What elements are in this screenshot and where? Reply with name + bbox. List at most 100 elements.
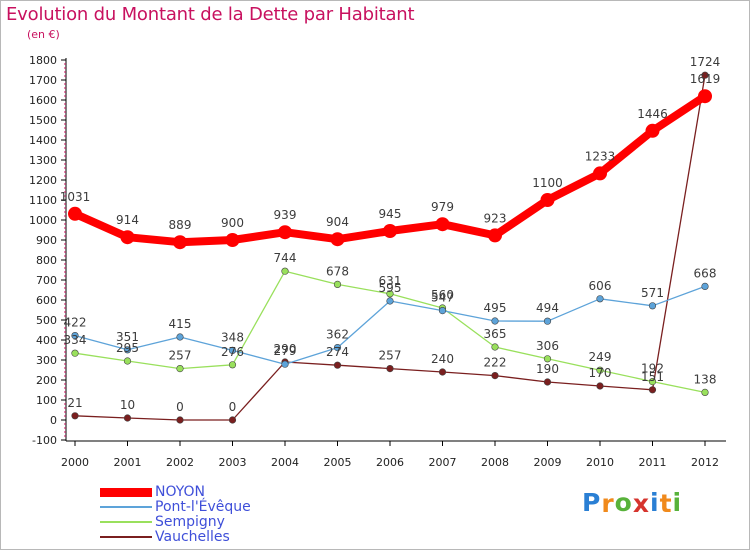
data-label-pont-l-v-que: 494 xyxy=(536,301,559,315)
data-point-sempigny xyxy=(596,366,604,374)
data-label-noyon: 945 xyxy=(379,207,402,221)
x-tick-label: 2005 xyxy=(324,456,352,469)
data-label-pont-l-v-que: 606 xyxy=(589,279,612,293)
data-point-noyon xyxy=(120,230,135,245)
data-label-sempigny: 744 xyxy=(274,251,297,265)
data-label-vauchelles: 222 xyxy=(484,356,507,370)
data-point-vauchelles xyxy=(333,361,342,369)
legend-item-vauchelles: Vauchelles xyxy=(100,529,300,545)
data-point-pont-l-v-que xyxy=(71,332,79,340)
data-label-noyon: 889 xyxy=(169,218,192,232)
y-tick-label: 700 xyxy=(36,274,57,287)
x-tick-label: 2004 xyxy=(271,456,299,469)
logo-letter: o xyxy=(614,488,633,517)
legend-swatch xyxy=(100,536,152,538)
data-point-sempigny xyxy=(228,361,237,369)
data-point-pont-l-v-que xyxy=(596,295,604,303)
data-label-sempigny: 249 xyxy=(589,350,612,364)
data-label-noyon: 1619 xyxy=(690,72,721,86)
data-label-pont-l-v-que: 348 xyxy=(221,330,244,344)
y-tick-label: 200 xyxy=(36,374,57,387)
data-point-pont-l-v-que xyxy=(228,346,237,355)
data-label-vauchelles: 21 xyxy=(67,396,82,410)
data-label-sempigny: 257 xyxy=(169,349,192,363)
logo-letter: i xyxy=(650,488,660,517)
data-point-vauchelles xyxy=(71,412,79,420)
data-label-vauchelles: 170 xyxy=(589,366,612,380)
data-label-pont-l-v-que: 415 xyxy=(169,317,192,331)
data-point-noyon xyxy=(698,89,712,104)
data-label-noyon: 923 xyxy=(484,211,507,225)
data-point-noyon xyxy=(645,123,660,138)
data-label-noyon: 1446 xyxy=(637,107,668,121)
y-tick-label: 900 xyxy=(36,234,57,247)
data-point-pont-l-v-que xyxy=(491,317,499,325)
data-label-vauchelles: 290 xyxy=(274,342,297,356)
data-point-sempigny xyxy=(281,267,289,275)
legend-item-sempigny: Sempigny xyxy=(100,514,300,530)
data-point-pont-l-v-que xyxy=(701,282,709,291)
data-label-vauchelles: 190 xyxy=(536,362,559,376)
data-label-noyon: 979 xyxy=(431,200,454,214)
data-point-pont-l-v-que xyxy=(543,317,552,325)
data-label-pont-l-v-que: 595 xyxy=(379,281,402,295)
data-point-vauchelles xyxy=(701,71,709,79)
x-tick-label: 2010 xyxy=(586,456,614,469)
data-point-vauchelles xyxy=(386,365,394,373)
y-tick-label: -100 xyxy=(32,434,57,447)
logo-letter: i xyxy=(672,488,683,517)
data-point-pont-l-v-que xyxy=(386,297,394,305)
data-label-sempigny: 192 xyxy=(641,362,664,376)
data-point-vauchelles xyxy=(123,414,132,422)
data-label-vauchelles: 10 xyxy=(120,398,135,412)
data-point-sempigny xyxy=(333,280,342,289)
data-label-sempigny: 295 xyxy=(116,341,139,355)
data-point-vauchelles xyxy=(543,378,552,386)
y-tick-label: 0 xyxy=(50,414,57,427)
data-label-vauchelles: 151 xyxy=(641,370,664,384)
legend-label: NOYON xyxy=(155,484,206,500)
data-label-pont-l-v-que: 547 xyxy=(431,291,454,305)
y-tick-label: 500 xyxy=(36,314,57,327)
data-point-noyon xyxy=(435,217,450,232)
data-label-pont-l-v-que: 422 xyxy=(64,316,87,330)
data-label-sempigny: 334 xyxy=(64,333,87,347)
y-tick-label: 1000 xyxy=(29,214,57,227)
y-tick-label: 1600 xyxy=(29,94,57,107)
data-point-pont-l-v-que xyxy=(281,360,289,368)
y-tick-label: 1300 xyxy=(29,154,57,167)
data-point-vauchelles xyxy=(648,386,657,394)
data-point-sempigny xyxy=(543,355,552,363)
data-label-noyon: 939 xyxy=(274,208,297,222)
data-label-sempigny: 631 xyxy=(379,274,402,288)
data-point-pont-l-v-que xyxy=(333,344,342,352)
legend-label: Sempigny xyxy=(155,514,225,530)
data-label-vauchelles: 1724 xyxy=(690,55,721,69)
x-tick-label: 2001 xyxy=(114,456,142,469)
data-point-noyon xyxy=(68,206,82,221)
data-label-vauchelles: 257 xyxy=(379,349,402,363)
data-point-vauchelles xyxy=(438,368,447,376)
data-point-sempigny xyxy=(386,290,394,298)
data-label-pont-l-v-que: 351 xyxy=(116,330,139,344)
data-label-noyon: 1031 xyxy=(60,190,91,204)
y-tick-label: 1400 xyxy=(29,134,57,147)
x-tick-label: 2009 xyxy=(534,456,562,469)
legend-item-noyon: NOYON xyxy=(100,484,300,500)
data-point-noyon xyxy=(540,193,555,207)
data-label-noyon: 1233 xyxy=(585,149,616,163)
data-label-vauchelles: 240 xyxy=(431,352,454,366)
chart-subtitle: (en €) xyxy=(27,28,60,41)
y-tick-label: 1100 xyxy=(29,194,57,207)
data-label-noyon: 1100 xyxy=(532,176,563,190)
data-point-vauchelles xyxy=(228,416,237,424)
data-point-pont-l-v-que xyxy=(176,333,184,341)
data-point-noyon xyxy=(173,235,187,250)
data-point-sempigny xyxy=(491,343,499,351)
data-label-noyon: 900 xyxy=(221,216,244,230)
data-point-noyon xyxy=(593,166,607,181)
x-tick-label: 2007 xyxy=(429,456,457,469)
data-point-pont-l-v-que xyxy=(648,302,657,310)
data-label-sempigny: 560 xyxy=(431,288,454,302)
